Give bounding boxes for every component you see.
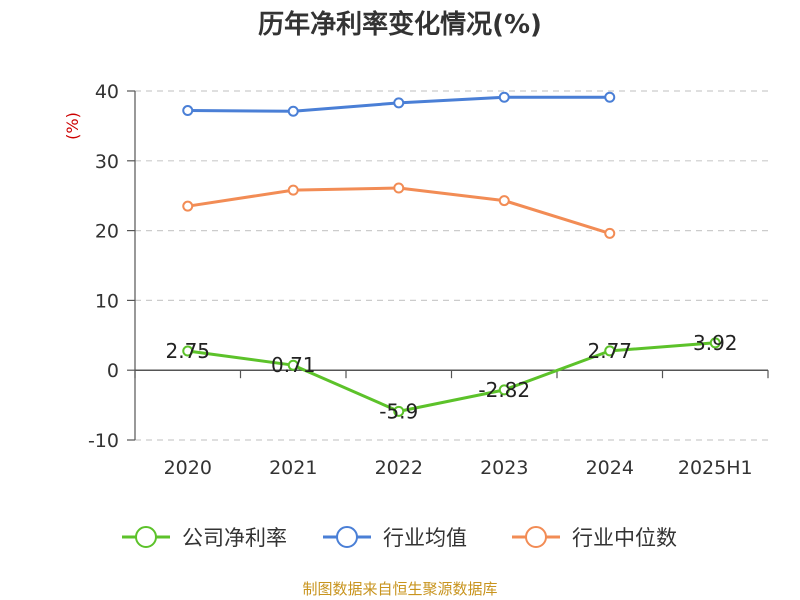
data-point: [498, 91, 510, 103]
data-point: [604, 227, 616, 239]
legend-swatch-marker: [525, 526, 547, 548]
data-point: [287, 359, 299, 371]
data-point: [393, 405, 405, 417]
data-point: [287, 184, 299, 196]
y-tick-label: 30: [95, 151, 119, 173]
data-label: 2.75: [165, 339, 210, 363]
data-point: [287, 105, 299, 117]
y-tick-label: 0: [107, 360, 119, 382]
x-tick-label: 2020: [164, 457, 212, 479]
data-point: [393, 97, 405, 109]
chart-title: 历年净利率变化情况(%): [258, 10, 542, 40]
series-layer: [182, 91, 721, 417]
data-label: 2.77: [587, 339, 632, 363]
x-tick-label: 2021: [269, 457, 317, 479]
data-label: -5.9: [379, 399, 418, 423]
legend: 公司净利率 行业均值 行业中位数: [122, 526, 677, 550]
series-line-2: [187, 186, 611, 235]
data-point: [182, 345, 194, 357]
data-point: [709, 337, 721, 349]
source-note: 制图数据来自恒生聚源数据库: [302, 580, 498, 598]
x-tick-label: 2025H1: [678, 457, 753, 479]
legend-label: 行业中位数: [572, 526, 677, 550]
y-tick-label: -10: [88, 430, 119, 452]
data-point: [182, 105, 194, 117]
legend-label: 行业均值: [383, 526, 467, 550]
data-label: 3.92: [693, 331, 738, 355]
y-tick-label: 10: [95, 290, 119, 312]
legend-swatch-marker: [135, 526, 157, 548]
data-point: [182, 200, 194, 212]
data-point: [498, 384, 510, 396]
x-tick-label: 2024: [586, 457, 634, 479]
y-tick-label: 40: [95, 81, 119, 103]
data-point: [604, 91, 616, 103]
data-point: [393, 182, 405, 194]
data-point: [498, 195, 510, 207]
data-point: [604, 345, 616, 357]
data-label: -2.82: [478, 378, 530, 402]
data-labels: 2.75 0.71 -5.9 -2.82 2.77 3.92: [165, 331, 737, 424]
series-line-0: [187, 341, 716, 413]
x-tick-label: 2022: [375, 457, 423, 479]
legend-label: 公司净利率: [182, 526, 287, 550]
y-tick-label: 20: [95, 221, 119, 243]
data-label: 0.71: [271, 353, 316, 377]
grid-lines: [135, 90, 768, 441]
x-tick-label: 2023: [480, 457, 528, 479]
y-axis-label: (%): [63, 112, 82, 140]
legend-swatch-marker: [336, 526, 358, 548]
axes: -10 0 10 20 30 40 (%) 2020 2021 2022 2023 2024 2025H…: [63, 81, 769, 479]
